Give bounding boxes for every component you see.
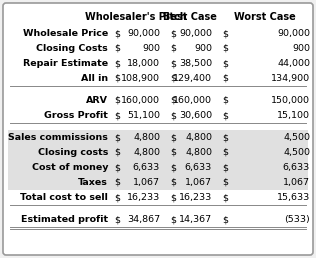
Text: $: $: [170, 74, 176, 83]
Text: 4,800: 4,800: [185, 133, 212, 142]
Text: Wholesale Price: Wholesale Price: [23, 29, 108, 38]
Text: Sales commissions: Sales commissions: [8, 133, 108, 142]
Text: Repair Estimate: Repair Estimate: [23, 59, 108, 68]
Text: $: $: [222, 74, 228, 83]
Text: Taxes: Taxes: [78, 178, 108, 187]
Text: 51,100: 51,100: [127, 111, 160, 120]
Text: 1,067: 1,067: [185, 178, 212, 187]
Text: All in: All in: [81, 74, 108, 83]
Text: Closing Costs: Closing Costs: [36, 44, 108, 53]
Text: 16,233: 16,233: [127, 193, 160, 202]
Text: $: $: [114, 215, 120, 224]
Text: 90,000: 90,000: [277, 29, 310, 38]
Text: $: $: [170, 148, 176, 157]
Text: 90,000: 90,000: [127, 29, 160, 38]
Text: $: $: [170, 178, 176, 187]
Text: $: $: [222, 215, 228, 224]
Text: $: $: [170, 59, 176, 68]
Text: ARV: ARV: [86, 96, 108, 105]
Text: 6,633: 6,633: [283, 163, 310, 172]
Bar: [8, 160, 308, 175]
Text: Total cost to sell: Total cost to sell: [20, 193, 108, 202]
Text: $: $: [222, 111, 228, 120]
Text: 134,900: 134,900: [271, 74, 310, 83]
Text: $: $: [170, 163, 176, 172]
Text: $: $: [170, 29, 176, 38]
Text: 4,800: 4,800: [185, 148, 212, 157]
Text: $: $: [114, 133, 120, 142]
Text: 38,500: 38,500: [179, 59, 212, 68]
Text: $: $: [222, 59, 228, 68]
Text: 4,800: 4,800: [133, 148, 160, 157]
Text: $: $: [170, 193, 176, 202]
Text: $: $: [170, 133, 176, 142]
Text: 900: 900: [194, 44, 212, 53]
Text: 6,633: 6,633: [133, 163, 160, 172]
Text: $: $: [222, 193, 228, 202]
Text: $: $: [114, 29, 120, 38]
Text: $: $: [222, 29, 228, 38]
Text: 14,367: 14,367: [179, 215, 212, 224]
Text: 160,000: 160,000: [121, 96, 160, 105]
Text: $: $: [222, 163, 228, 172]
Text: $: $: [170, 215, 176, 224]
Text: $: $: [114, 163, 120, 172]
Text: Closing costs: Closing costs: [38, 148, 108, 157]
Text: Best Case: Best Case: [163, 12, 217, 22]
Text: Cost of money: Cost of money: [32, 163, 108, 172]
Text: $: $: [114, 111, 120, 120]
Text: 34,867: 34,867: [127, 215, 160, 224]
Text: Estimated profit: Estimated profit: [21, 215, 108, 224]
FancyBboxPatch shape: [3, 3, 313, 255]
Text: $: $: [114, 74, 120, 83]
Bar: [8, 175, 308, 190]
Text: 4,500: 4,500: [283, 148, 310, 157]
Text: 108,900: 108,900: [121, 74, 160, 83]
Text: $: $: [114, 193, 120, 202]
Text: 18,000: 18,000: [127, 59, 160, 68]
Text: $: $: [170, 96, 176, 105]
Text: Worst Case: Worst Case: [234, 12, 296, 22]
Text: $: $: [222, 178, 228, 187]
Text: Gross Profit: Gross Profit: [44, 111, 108, 120]
Bar: [8, 130, 308, 145]
Text: $: $: [222, 133, 228, 142]
Text: 15,100: 15,100: [277, 111, 310, 120]
Text: 4,500: 4,500: [283, 133, 310, 142]
Text: 1,067: 1,067: [133, 178, 160, 187]
Text: 90,000: 90,000: [179, 29, 212, 38]
Text: $: $: [114, 96, 120, 105]
Text: 16,233: 16,233: [179, 193, 212, 202]
Text: 1,067: 1,067: [283, 178, 310, 187]
Text: 150,000: 150,000: [271, 96, 310, 105]
Bar: [8, 145, 308, 160]
Text: 4,800: 4,800: [133, 133, 160, 142]
Text: $: $: [114, 148, 120, 157]
Text: 160,000: 160,000: [173, 96, 212, 105]
Text: 129,400: 129,400: [173, 74, 212, 83]
Text: Wholesaler's Pitch: Wholesaler's Pitch: [85, 12, 187, 22]
Text: $: $: [222, 44, 228, 53]
Text: 15,633: 15,633: [277, 193, 310, 202]
Text: 30,600: 30,600: [179, 111, 212, 120]
Text: $: $: [222, 148, 228, 157]
Text: $: $: [114, 178, 120, 187]
Text: 6,633: 6,633: [185, 163, 212, 172]
Text: $: $: [170, 111, 176, 120]
Text: $: $: [170, 44, 176, 53]
Text: 44,000: 44,000: [277, 59, 310, 68]
Text: $: $: [222, 96, 228, 105]
Text: $: $: [114, 44, 120, 53]
Text: (533): (533): [284, 215, 310, 224]
Text: 900: 900: [142, 44, 160, 53]
Text: $: $: [114, 59, 120, 68]
Text: 900: 900: [292, 44, 310, 53]
